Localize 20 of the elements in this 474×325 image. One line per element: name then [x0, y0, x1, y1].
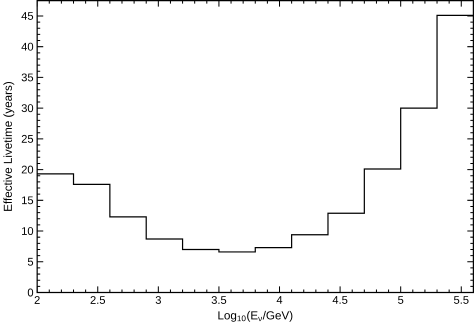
y-axis-title: Effective Livetime (years): [3, 82, 14, 211]
y-tick-label: 20: [22, 166, 34, 174]
y-tick-label: 10: [22, 227, 34, 235]
x-tick-label: 3: [156, 296, 161, 304]
y-tick-label: 15: [22, 196, 34, 204]
x-tick-label: 4: [276, 296, 282, 304]
x-tick-label: 4.5: [332, 296, 348, 304]
x-tick-label: 5: [398, 296, 404, 304]
y-tick-label: 0: [28, 288, 34, 296]
y-tick-label: 30: [22, 104, 34, 112]
x-tick-label: 2.5: [90, 296, 106, 304]
x-tick-label: 2: [34, 296, 40, 304]
x-tick-label: 5.5: [454, 296, 469, 304]
x-axis-title: Log$_{10}$(E$_{ν}$/GeV): [218, 310, 292, 322]
y-tick-label: 5: [28, 258, 34, 266]
y-tick-label: 25: [22, 134, 34, 143]
x-tick-label: 3.5: [212, 296, 226, 304]
y-tick-label: 35: [22, 73, 34, 82]
y-tick-label: 45: [21, 12, 34, 20]
y-tick-label: 40: [21, 42, 34, 51]
